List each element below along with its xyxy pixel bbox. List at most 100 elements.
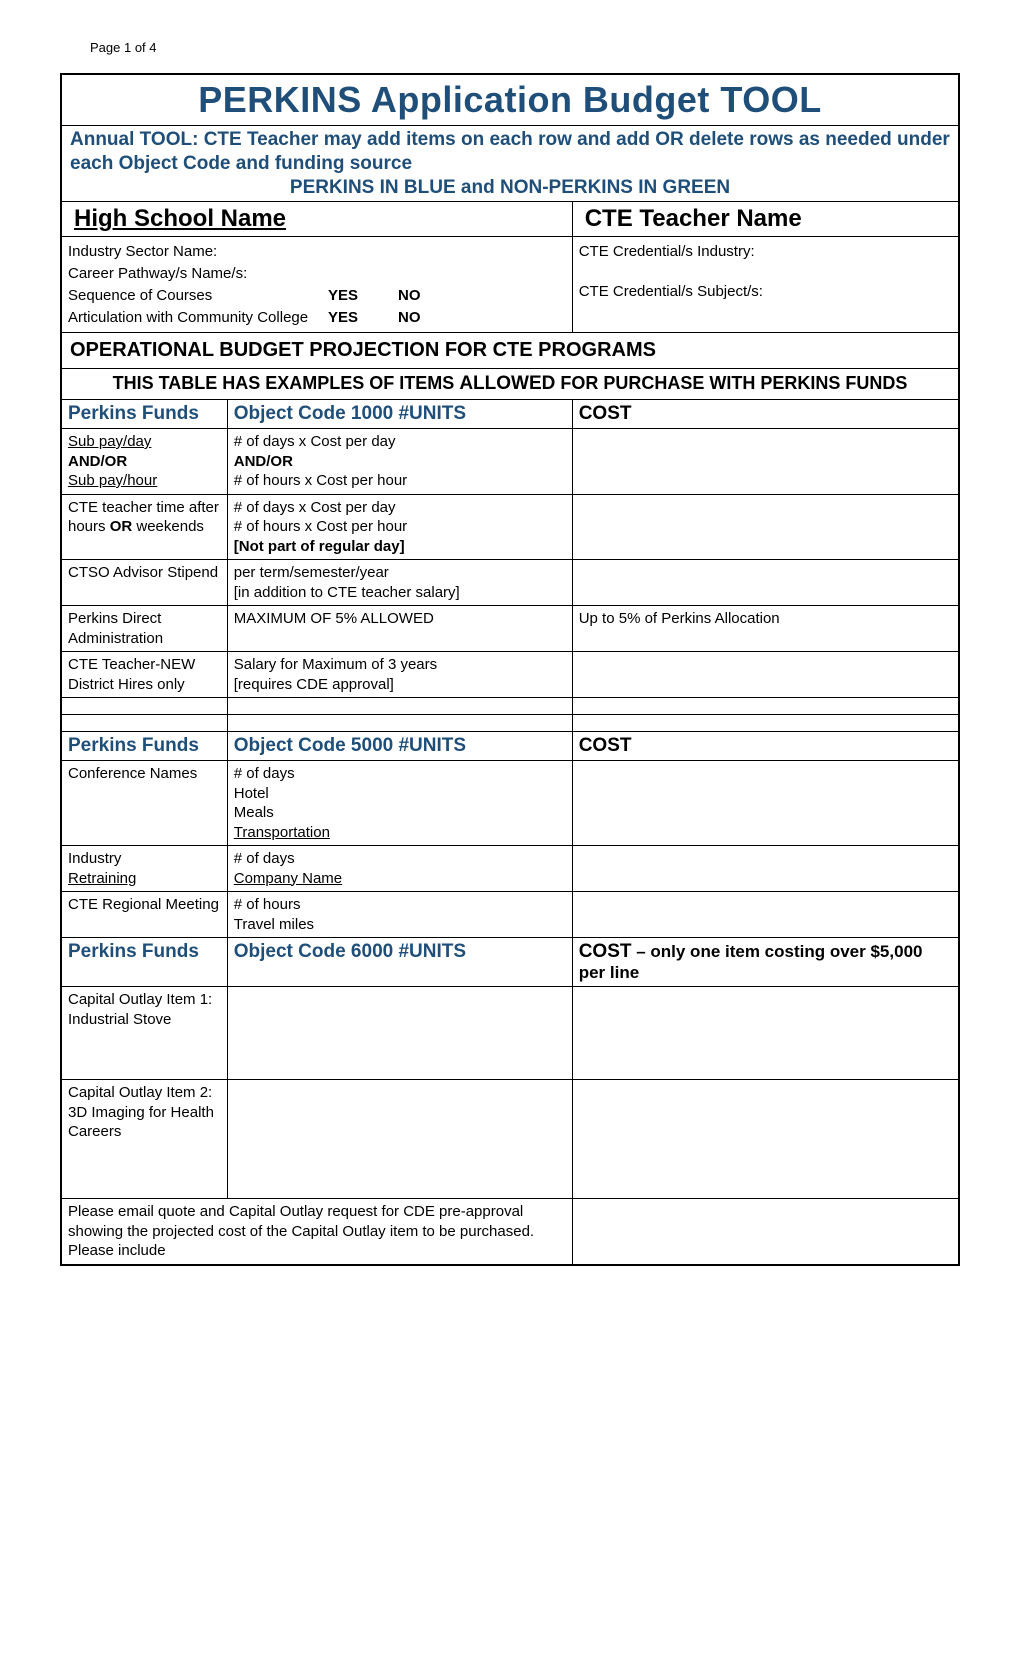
retrain-b2: Company Name (234, 870, 342, 887)
cte-time-or: OR (110, 518, 133, 535)
cost-6000: COST (579, 941, 632, 962)
retrain-a1: Industry (68, 850, 121, 867)
retrain-cost[interactable] (573, 846, 958, 891)
hs-name-label: High School Name (68, 202, 292, 235)
cte-time-cost[interactable] (573, 495, 958, 560)
oc-5000: Object Code 5000 #UNITS (228, 732, 573, 760)
cte-time-b2: # of hours x Cost per hour (234, 518, 407, 535)
cap2-a: Capital Outlay Item 2: 3D Imaging for He… (62, 1080, 228, 1198)
cte-name-label: CTE Teacher Name (579, 202, 808, 235)
cred-subject: CTE Credential/s Subject/s: (579, 281, 952, 303)
empty-2 (62, 715, 958, 732)
row-conf: Conference Names # of days Hotel Meals T… (62, 761, 958, 846)
regional-cost[interactable] (573, 892, 958, 937)
row-admin: Perkins Direct Administration MAXIMUM OF… (62, 606, 958, 652)
admin-a: Perkins Direct Administration (62, 606, 228, 651)
regional-b2: Travel miles (234, 916, 314, 933)
row-retrain: Industry Retraining # of days Company Na… (62, 846, 958, 892)
artic-no: NO (398, 307, 421, 329)
subtitle-line1: Annual TOOL: CTE Teacher may add items o… (70, 128, 950, 176)
page-number: Page 1 of 4 (90, 40, 960, 55)
row-cap2: Capital Outlay Item 2: 3D Imaging for He… (62, 1080, 958, 1199)
subpay-b1: # of days x Cost per day (234, 433, 396, 450)
seq-no: NO (398, 285, 421, 307)
sec6000-header: Perkins Funds Object Code 6000 #UNITS CO… (62, 938, 958, 987)
row-subpay: Sub pay/day AND/OR Sub pay/hour # of day… (62, 429, 958, 495)
ctso-cost[interactable] (573, 560, 958, 605)
conf-b1: # of days (234, 765, 295, 782)
newhire-b2: [requires CDE approval] (234, 676, 394, 693)
cost-5000: COST (573, 732, 958, 760)
row-footer: Please email quote and Capital Outlay re… (62, 1199, 958, 1264)
conf-b4: Transportation (234, 824, 330, 841)
newhire-a: CTE Teacher-NEW District Hires only (62, 652, 228, 697)
subtitle-line2: PERKINS IN BLUE and NON-PERKINS IN GREEN (70, 176, 950, 200)
footer-cost[interactable] (573, 1199, 958, 1264)
document-table: PERKINS Application Budget TOOL Annual T… (60, 73, 960, 1266)
op-header: OPERATIONAL BUDGET PROJECTION FOR CTE PR… (62, 333, 958, 368)
cte-time-b3: [Not part of regular day] (234, 538, 405, 555)
retrain-b1: # of days (234, 850, 295, 867)
seq-label: Sequence of Courses (68, 285, 328, 307)
row-regional: CTE Regional Meeting # of hours Travel m… (62, 892, 958, 938)
sector-label: Industry Sector Name: (68, 241, 566, 263)
row-cap1: Capital Outlay Item 1: Industrial Stove (62, 987, 958, 1080)
cap1-a: Capital Outlay Item 1: Industrial Stove (62, 987, 228, 1079)
cap1-b[interactable] (228, 987, 573, 1079)
cap1-c[interactable] (573, 987, 958, 1079)
subpay-hour: Sub pay/hour (68, 472, 157, 489)
artic-yes: YES (328, 307, 398, 329)
allowed-c: FOR PURCHASE WITH PERKINS FUNDS (555, 373, 907, 393)
allowed-row: THIS TABLE HAS EXAMPLES OF ITEMS ALLOWED… (62, 369, 958, 400)
sec1000-header: Perkins Funds Object Code 1000 #UNITS CO… (62, 400, 958, 429)
info-left: Industry Sector Name: Career Pathway/s N… (62, 237, 573, 332)
oc-6000: Object Code 6000 #UNITS (228, 938, 573, 986)
cap2-c[interactable] (573, 1080, 958, 1198)
info-right: CTE Credential/s Industry: CTE Credentia… (573, 237, 958, 332)
oc-1000: Object Code 1000 #UNITS (228, 400, 573, 428)
subpay-andor: AND/OR (68, 453, 127, 470)
row-ctso: CTSO Advisor Stipend per term/semester/y… (62, 560, 958, 606)
subpay-b3: # of hours x Cost per hour (234, 472, 407, 489)
regional-a: CTE Regional Meeting (62, 892, 228, 937)
footer-text: Please email quote and Capital Outlay re… (62, 1199, 573, 1264)
admin-c: Up to 5% of Perkins Allocation (573, 606, 958, 651)
allowed-b: ALLOWED (459, 373, 555, 394)
ctso-a: CTSO Advisor Stipend (62, 560, 228, 605)
newhire-cost[interactable] (573, 652, 958, 697)
cred-industry: CTE Credential/s Industry: (579, 241, 952, 263)
info-row: Industry Sector Name: Career Pathway/s N… (62, 237, 958, 333)
artic-label: Articulation with Community College (68, 307, 328, 329)
admin-b: MAXIMUM OF 5% ALLOWED (228, 606, 573, 651)
allowed-a: THIS TABLE HAS EXAMPLES OF ITEMS (113, 373, 460, 393)
subtitle-row: Annual TOOL: CTE Teacher may add items o… (62, 126, 958, 202)
newhire-b1: Salary for Maximum of 3 years (234, 656, 437, 673)
pf-1000: Perkins Funds (62, 400, 228, 428)
sec5000-header: Perkins Funds Object Code 5000 #UNITS CO… (62, 732, 958, 761)
ctso-b2: [in addition to CTE teacher salary] (234, 584, 460, 601)
conf-b2: Hotel (234, 785, 269, 802)
pf-5000: Perkins Funds (62, 732, 228, 760)
cap2-b[interactable] (228, 1080, 573, 1198)
subpay-b2: AND/OR (234, 453, 293, 470)
subpay-day: Sub pay/day (68, 433, 151, 450)
cte-time-end: weekends (132, 518, 204, 535)
subpay-cost[interactable] (573, 429, 958, 494)
row-newhire: CTE Teacher-NEW District Hires only Sala… (62, 652, 958, 698)
pf-6000: Perkins Funds (62, 938, 228, 986)
regional-b1: # of hours (234, 896, 301, 913)
retrain-a2: Retraining (68, 870, 136, 887)
op-header-row: OPERATIONAL BUDGET PROJECTION FOR CTE PR… (62, 333, 958, 369)
conf-cost[interactable] (573, 761, 958, 845)
title: PERKINS Application Budget TOOL (198, 79, 822, 120)
ctso-b1: per term/semester/year (234, 564, 389, 581)
cost-1000: COST (573, 400, 958, 428)
title-row: PERKINS Application Budget TOOL (62, 75, 958, 126)
row-cte-time: CTE teacher time after hours OR weekends… (62, 495, 958, 561)
seq-yes: YES (328, 285, 398, 307)
cost-6000-note: – only one item costing over $5,000 per … (579, 942, 923, 982)
conf-a: Conference Names (62, 761, 228, 845)
conf-b3: Meals (234, 804, 274, 821)
cte-time-b1: # of days x Cost per day (234, 499, 396, 516)
empty-1 (62, 698, 958, 715)
